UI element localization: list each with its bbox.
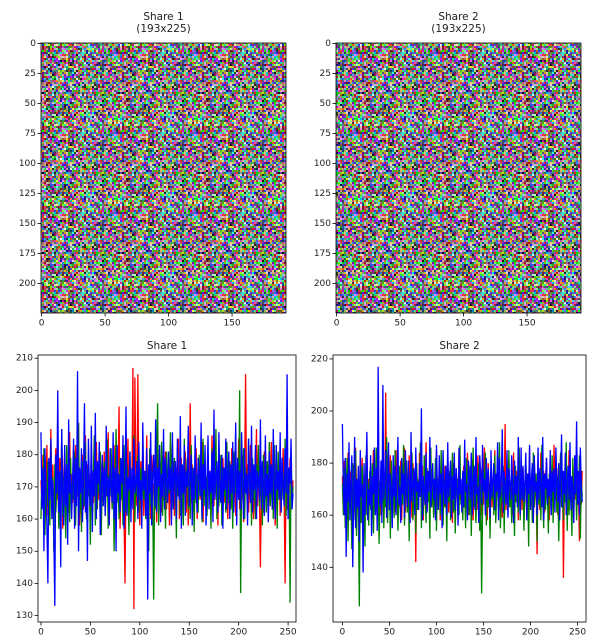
y-tick-label: 0 bbox=[325, 39, 331, 49]
x-tick-label: 150 bbox=[223, 319, 240, 329]
series-line bbox=[40, 371, 294, 606]
y-tick-label: 200 bbox=[19, 279, 36, 289]
y-tick-label: 25 bbox=[320, 69, 331, 79]
x-tick-label: 50 bbox=[394, 319, 406, 329]
y-tick-label: 190 bbox=[16, 418, 33, 428]
x-tick-label: 100 bbox=[160, 319, 177, 329]
y-tick-label: 160 bbox=[311, 511, 328, 521]
axes-frame bbox=[37, 354, 297, 623]
y-tick-label: 100 bbox=[314, 159, 331, 169]
x-tick-label: 150 bbox=[518, 319, 535, 329]
image bbox=[41, 43, 286, 313]
x-tick-label: 50 bbox=[99, 319, 111, 329]
y-tick-label: 175 bbox=[19, 249, 36, 259]
image bbox=[336, 43, 581, 313]
y-tick-label: 220 bbox=[311, 354, 328, 364]
y-tick-label: 200 bbox=[16, 386, 33, 396]
y-tick-label: 170 bbox=[16, 482, 33, 492]
y-tick-label: 130 bbox=[16, 611, 33, 621]
x-tick-label: 0 bbox=[38, 628, 44, 638]
x-tick-label: 100 bbox=[131, 628, 148, 638]
y-tick-label: 50 bbox=[25, 99, 37, 109]
x-tick-label: 150 bbox=[181, 628, 198, 638]
y-tick-label: 125 bbox=[19, 189, 36, 199]
y-tick-label: 75 bbox=[25, 129, 36, 139]
chart-title: Share 2 bbox=[438, 11, 478, 23]
y-tick-label: 160 bbox=[16, 515, 33, 525]
y-tick-label: 100 bbox=[19, 159, 36, 169]
x-tick-label: 0 bbox=[39, 319, 45, 329]
x-tick-label: 50 bbox=[85, 628, 97, 638]
y-tick-label: 140 bbox=[16, 579, 33, 589]
x-tick-label: 0 bbox=[334, 319, 340, 329]
y-tick-label: 180 bbox=[311, 459, 328, 469]
y-tick-label: 125 bbox=[314, 189, 331, 199]
x-tick-label: 0 bbox=[340, 628, 346, 638]
axes-frame bbox=[335, 42, 582, 314]
y-tick-label: 25 bbox=[25, 69, 36, 79]
y-tick-label: 140 bbox=[311, 563, 328, 573]
y-tick-label: 150 bbox=[314, 219, 331, 229]
x-tick-label: 250 bbox=[279, 628, 296, 638]
y-tick-label: 180 bbox=[16, 450, 33, 460]
y-tick-label: 75 bbox=[320, 129, 331, 139]
chart-title: Share 1 bbox=[143, 11, 183, 23]
chart-title: Share 2 bbox=[439, 340, 479, 352]
chart-subtitle: (193x225) bbox=[431, 23, 486, 35]
y-tick-label: 0 bbox=[30, 39, 36, 49]
y-tick-label: 210 bbox=[16, 354, 33, 364]
x-tick-label: 100 bbox=[455, 319, 472, 329]
chart-subtitle: (193x225) bbox=[136, 23, 191, 35]
chart-title: Share 1 bbox=[147, 340, 187, 352]
series-line bbox=[341, 366, 583, 573]
x-tick-label: 200 bbox=[230, 628, 247, 638]
y-tick-label: 200 bbox=[311, 407, 328, 417]
y-tick-label: 50 bbox=[320, 99, 332, 109]
y-tick-label: 175 bbox=[314, 249, 331, 259]
x-tick-label: 200 bbox=[522, 628, 539, 638]
axes-frame bbox=[40, 42, 287, 314]
x-tick-label: 50 bbox=[384, 628, 396, 638]
x-tick-label: 150 bbox=[475, 628, 492, 638]
x-tick-label: 250 bbox=[569, 628, 586, 638]
y-tick-label: 150 bbox=[19, 219, 36, 229]
y-tick-label: 150 bbox=[16, 547, 33, 557]
y-tick-label: 200 bbox=[314, 279, 331, 289]
x-tick-label: 100 bbox=[428, 628, 445, 638]
axes-frame bbox=[332, 354, 587, 623]
